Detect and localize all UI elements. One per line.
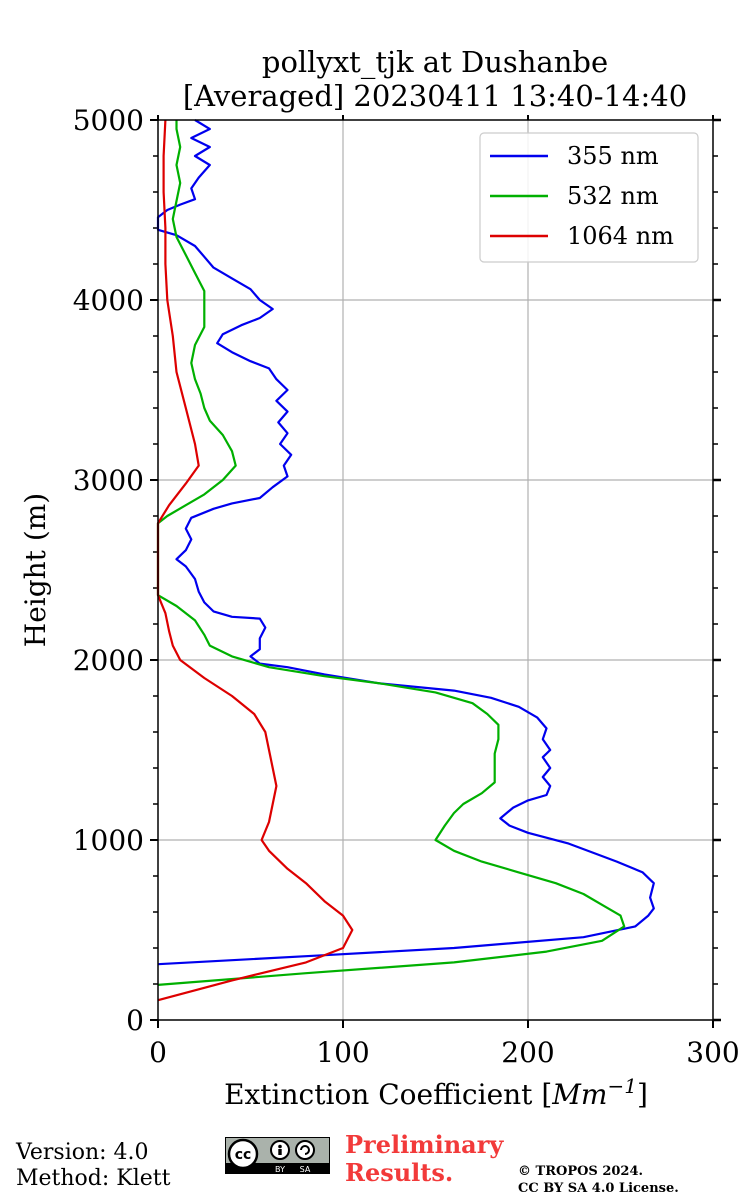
x-axis-label: Extinction Coefficient [Mm−1] [224,1074,648,1111]
share-alike-icon [295,1140,315,1160]
y-tick-label: 1000 [73,824,144,857]
series-line-355-nm [156,119,655,966]
chart-title-line2: [Averaged] 20230411 13:40-14:40 [183,79,687,113]
x-axis-label-exponent: −1 [607,1074,636,1098]
legend: 355 nm 532 nm 1064 nm [479,132,699,263]
y-tick-label: 0 [126,1004,144,1037]
legend-label: 355 nm [567,142,659,170]
legend-box [479,132,699,263]
y-tick-label: 2000 [73,644,144,677]
copyright-line1: © TROPOS 2024. [518,1164,644,1179]
minor-ticks [153,155,718,985]
legend-label: 532 nm [567,182,659,210]
x-tick-label: 100 [316,1036,369,1069]
preliminary-label-line1: Preliminary [345,1130,504,1159]
license-badge-graphic: cc BY SA [225,1137,330,1174]
svg-text:BY: BY [275,1165,285,1174]
series-layer [156,119,655,1002]
copyright-line2: CC BY SA 4.0 License. [518,1181,679,1196]
y-axis-label: Height (m) [19,493,52,647]
plot-frame [157,119,714,1021]
y-tick-label: 5000 [73,104,144,137]
preliminary-label-line2: Results. [345,1158,454,1187]
svg-text:SA: SA [300,1165,311,1174]
series-line-1064-nm [156,119,354,1002]
x-tick-label: 300 [686,1036,739,1069]
chart-title-line1: pollyxt_tjk at Dushanbe [262,45,608,80]
series-line-532-nm [156,120,626,986]
cc-icon [227,1138,259,1170]
x-axis-label-unit: Mm [551,1078,607,1111]
method-label: Method: Klett [16,1166,171,1191]
y-tick-label: 4000 [73,284,144,317]
legend-label: 1064 nm [567,222,674,250]
cc-by-sa-badge: cc BY SA [225,1137,331,1179]
x-axis-label-end: ] [637,1078,648,1111]
x-axis-label-text: Extinction Coefficient [ [224,1078,552,1111]
svg-text:cc: cc [235,1147,252,1163]
y-tick-label: 3000 [73,464,144,497]
x-tick-label: 200 [501,1036,554,1069]
x-tick-label: 0 [149,1036,167,1069]
version-label: Version: 4.0 [16,1140,149,1165]
